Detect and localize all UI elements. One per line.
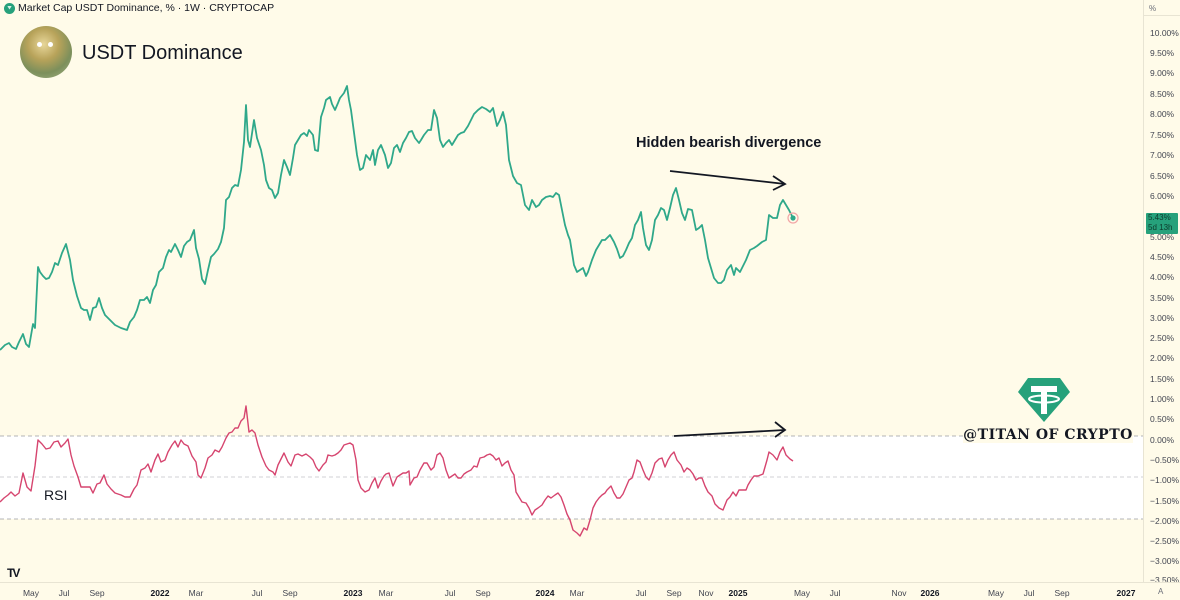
last-price-marker [790, 215, 796, 221]
x-tick: Mar [569, 588, 585, 598]
x-tick-year: 2023 [343, 588, 363, 598]
y-tick: 9.00% [1150, 68, 1175, 78]
x-tick: Jul [1023, 588, 1035, 598]
x-tick: Sep [475, 588, 491, 598]
x-tick: Jul [251, 588, 263, 598]
y-tick: 3.00% [1150, 313, 1175, 323]
tether-gem-icon [1018, 378, 1070, 422]
y-tick: 5.00% [1150, 232, 1175, 242]
rsi-line [0, 405, 794, 537]
tether-logo-icon [4, 2, 15, 14]
symbol-description: Market Cap USDT Dominance, % · 1W · CRYP… [18, 2, 275, 14]
y-tick: −2.50% [1150, 536, 1180, 546]
x-tick: Nov [698, 588, 714, 598]
x-tick: Sep [666, 588, 682, 598]
x-tick: May [987, 588, 1005, 598]
y-tick: 8.50% [1150, 89, 1175, 99]
watermark: @TITAN OF CRYPTO [963, 378, 1133, 448]
y-tick: 8.00% [1150, 109, 1175, 119]
watermark-text: @TITAN OF CRYPTO [963, 427, 1133, 443]
x-tick: Sep [282, 588, 298, 598]
y-tick: 7.00% [1150, 150, 1175, 160]
x-tick: Jul [58, 588, 70, 598]
price-divergence-arrow [669, 170, 787, 191]
y-tick: 1.00% [1150, 394, 1175, 404]
tradingview-logo-icon[interactable]: TV [7, 566, 20, 580]
x-tick-year: 2026 [920, 588, 940, 598]
rsi-band [0, 436, 1143, 519]
divergence-annotation[interactable]: Hidden bearish divergence [636, 135, 822, 151]
y-tick: −1.50% [1150, 496, 1180, 506]
y-tick: 2.50% [1150, 333, 1175, 343]
avatar [20, 26, 72, 78]
x-tick: Mar [378, 588, 394, 598]
x-tick: May [22, 588, 40, 598]
x-tick: Mar [188, 588, 204, 598]
rsi-divergence-arrow [673, 421, 787, 438]
y-tick: 6.50% [1150, 171, 1175, 181]
y-tick: 6.00% [1150, 191, 1175, 201]
y-tick: 3.50% [1150, 293, 1175, 303]
y-tick: −2.00% [1150, 516, 1180, 526]
x-tick: Jul [635, 588, 647, 598]
price-line [0, 85, 795, 351]
x-tick: Nov [891, 588, 907, 598]
price-axis[interactable]: % 10.00% 9.50% 9.00% 8.50% 8.00% 7.50% 7… [1143, 0, 1180, 585]
y-tick: −0.50% [1150, 455, 1180, 465]
y-tick: −3.00% [1150, 556, 1180, 566]
rsi-label: RSI [44, 487, 68, 503]
axis-unit-divider [1144, 15, 1180, 16]
x-tick-year: 2024 [535, 588, 555, 598]
x-tick: Jul [829, 588, 841, 598]
chart-plot [0, 85, 1143, 537]
x-tick: May [793, 588, 811, 598]
x-tick: Sep [89, 588, 105, 598]
x-tick-year: 2022 [150, 588, 170, 598]
last-price-value: 5.43% [1148, 213, 1171, 222]
x-tick: Jul [444, 588, 456, 598]
bar-countdown: 5d 13h [1148, 223, 1173, 232]
y-tick: 4.00% [1150, 272, 1175, 282]
x-tick-year: 2025 [728, 588, 748, 598]
y-tick: 10.00% [1150, 28, 1179, 38]
chart-title: USDT Dominance [82, 42, 243, 64]
y-tick: 9.50% [1150, 48, 1175, 58]
time-axis[interactable]: May Jul Sep 2022 Mar Jul Sep 2023 Mar Ju… [0, 582, 1180, 600]
symbol-header[interactable]: Market Cap USDT Dominance, % · 1W · CRYP… [4, 2, 274, 14]
x-tick: Sep [1054, 588, 1070, 598]
y-tick: 0.00% [1150, 435, 1175, 445]
y-tick: −1.00% [1150, 475, 1180, 485]
axis-unit: % [1149, 4, 1157, 13]
y-tick: −3.50% [1150, 575, 1180, 585]
y-tick: 2.00% [1150, 353, 1175, 363]
y-tick: 7.50% [1150, 130, 1175, 140]
x-tick-year: 2027 [1116, 588, 1136, 598]
y-tick: 1.50% [1150, 374, 1175, 384]
auto-scale-button[interactable]: A [1158, 587, 1164, 596]
y-tick: 4.50% [1150, 252, 1175, 262]
last-price-tag: 5.43% 5d 13h [1146, 213, 1178, 234]
y-tick: 0.50% [1150, 414, 1175, 424]
last-price-marker-ring [787, 212, 799, 224]
